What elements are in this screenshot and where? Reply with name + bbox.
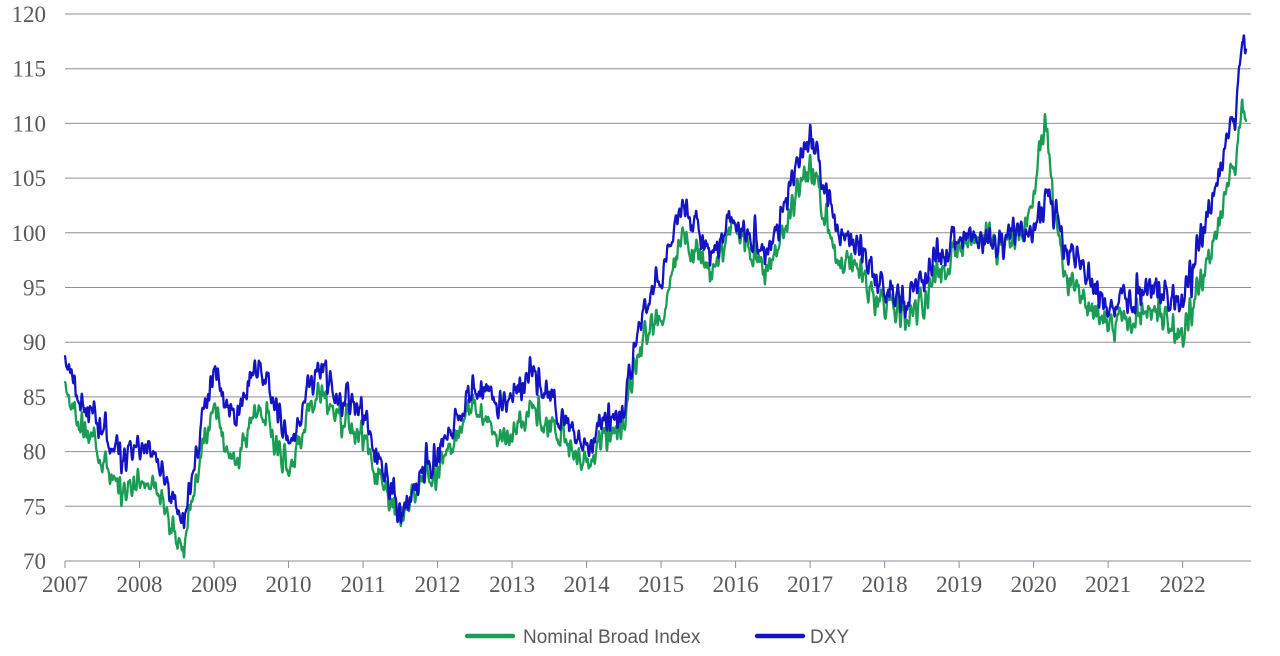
svg-text:2009: 2009 (191, 572, 237, 597)
svg-text:2014: 2014 (564, 572, 611, 597)
svg-text:2019: 2019 (936, 572, 982, 597)
svg-text:2010: 2010 (266, 572, 312, 597)
svg-text:2018: 2018 (862, 572, 908, 597)
svg-text:70: 70 (23, 549, 46, 574)
svg-text:2015: 2015 (638, 572, 684, 597)
svg-text:85: 85 (23, 385, 46, 410)
svg-text:105: 105 (12, 166, 47, 191)
svg-text:110: 110 (12, 111, 46, 136)
svg-text:80: 80 (23, 440, 46, 465)
svg-text:2008: 2008 (117, 572, 163, 597)
svg-text:75: 75 (23, 494, 46, 519)
svg-text:2022: 2022 (1160, 572, 1206, 597)
svg-text:Nominal Broad Index: Nominal Broad Index (523, 627, 701, 648)
svg-text:DXY: DXY (810, 627, 849, 648)
svg-text:115: 115 (12, 57, 46, 82)
svg-text:2007: 2007 (42, 572, 88, 597)
svg-text:2017: 2017 (787, 572, 833, 597)
svg-text:120: 120 (12, 2, 47, 27)
svg-text:2020: 2020 (1011, 572, 1057, 597)
svg-text:100: 100 (12, 221, 47, 246)
svg-text:2016: 2016 (713, 572, 759, 597)
svg-text:2013: 2013 (489, 572, 535, 597)
svg-text:95: 95 (23, 276, 46, 301)
svg-text:2012: 2012 (415, 572, 461, 597)
svg-text:2021: 2021 (1085, 572, 1131, 597)
svg-text:90: 90 (23, 330, 46, 355)
svg-text:2011: 2011 (340, 572, 385, 597)
